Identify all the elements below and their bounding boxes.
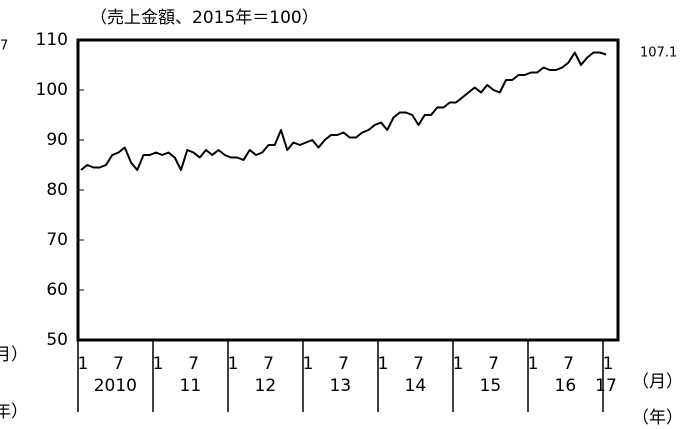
x-tick-label: 1 (228, 354, 239, 374)
fragment: 月） (0, 345, 28, 365)
year-label: 14 (405, 376, 427, 396)
fragment: 7 (0, 39, 8, 54)
x-tick-label: 7 (263, 354, 274, 374)
x-tick-label: 1 (528, 354, 539, 374)
x-tick-label: 1 (453, 354, 464, 374)
x-unit-month: （月） (632, 372, 683, 392)
x-tick-label: 1 (378, 354, 389, 374)
y-tick-label: 50 (46, 330, 68, 350)
year-label: 2010 (94, 376, 137, 396)
chart-title: （売上金額、2015年＝100） (90, 8, 319, 28)
x-tick-label: 7 (188, 354, 199, 374)
fragment: 年） (0, 402, 28, 422)
year-label: 13 (330, 376, 352, 396)
x-tick-label: 7 (413, 354, 424, 374)
y-tick-label: 70 (46, 230, 68, 250)
x-tick-label: 1 (153, 354, 164, 374)
x-tick-label: 1 (78, 354, 89, 374)
y-tick-label: 60 (46, 280, 68, 300)
y-tick-label: 90 (46, 130, 68, 150)
x-tick-label: 7 (563, 354, 574, 374)
x-tick-label: 1 (303, 354, 314, 374)
x-tick-label: 7 (338, 354, 349, 374)
y-tick-label: 100 (36, 80, 68, 100)
x-tick-label: 7 (488, 354, 499, 374)
data-line (80, 51, 607, 171)
y-tick-label: 110 (36, 30, 68, 50)
plot-frame (76, 38, 620, 342)
year-label: 17 (595, 376, 617, 396)
year-label: 11 (180, 376, 202, 396)
year-label: 15 (480, 376, 502, 396)
y-tick-label: 80 (46, 180, 68, 200)
x-tick-label: 7 (113, 354, 124, 374)
x-tick-label: 1 (603, 354, 614, 374)
end-value-label: 107.1 (640, 46, 677, 61)
year-label: 12 (255, 376, 277, 396)
x-unit-year: （年） (632, 408, 683, 428)
year-label: 16 (555, 376, 577, 396)
